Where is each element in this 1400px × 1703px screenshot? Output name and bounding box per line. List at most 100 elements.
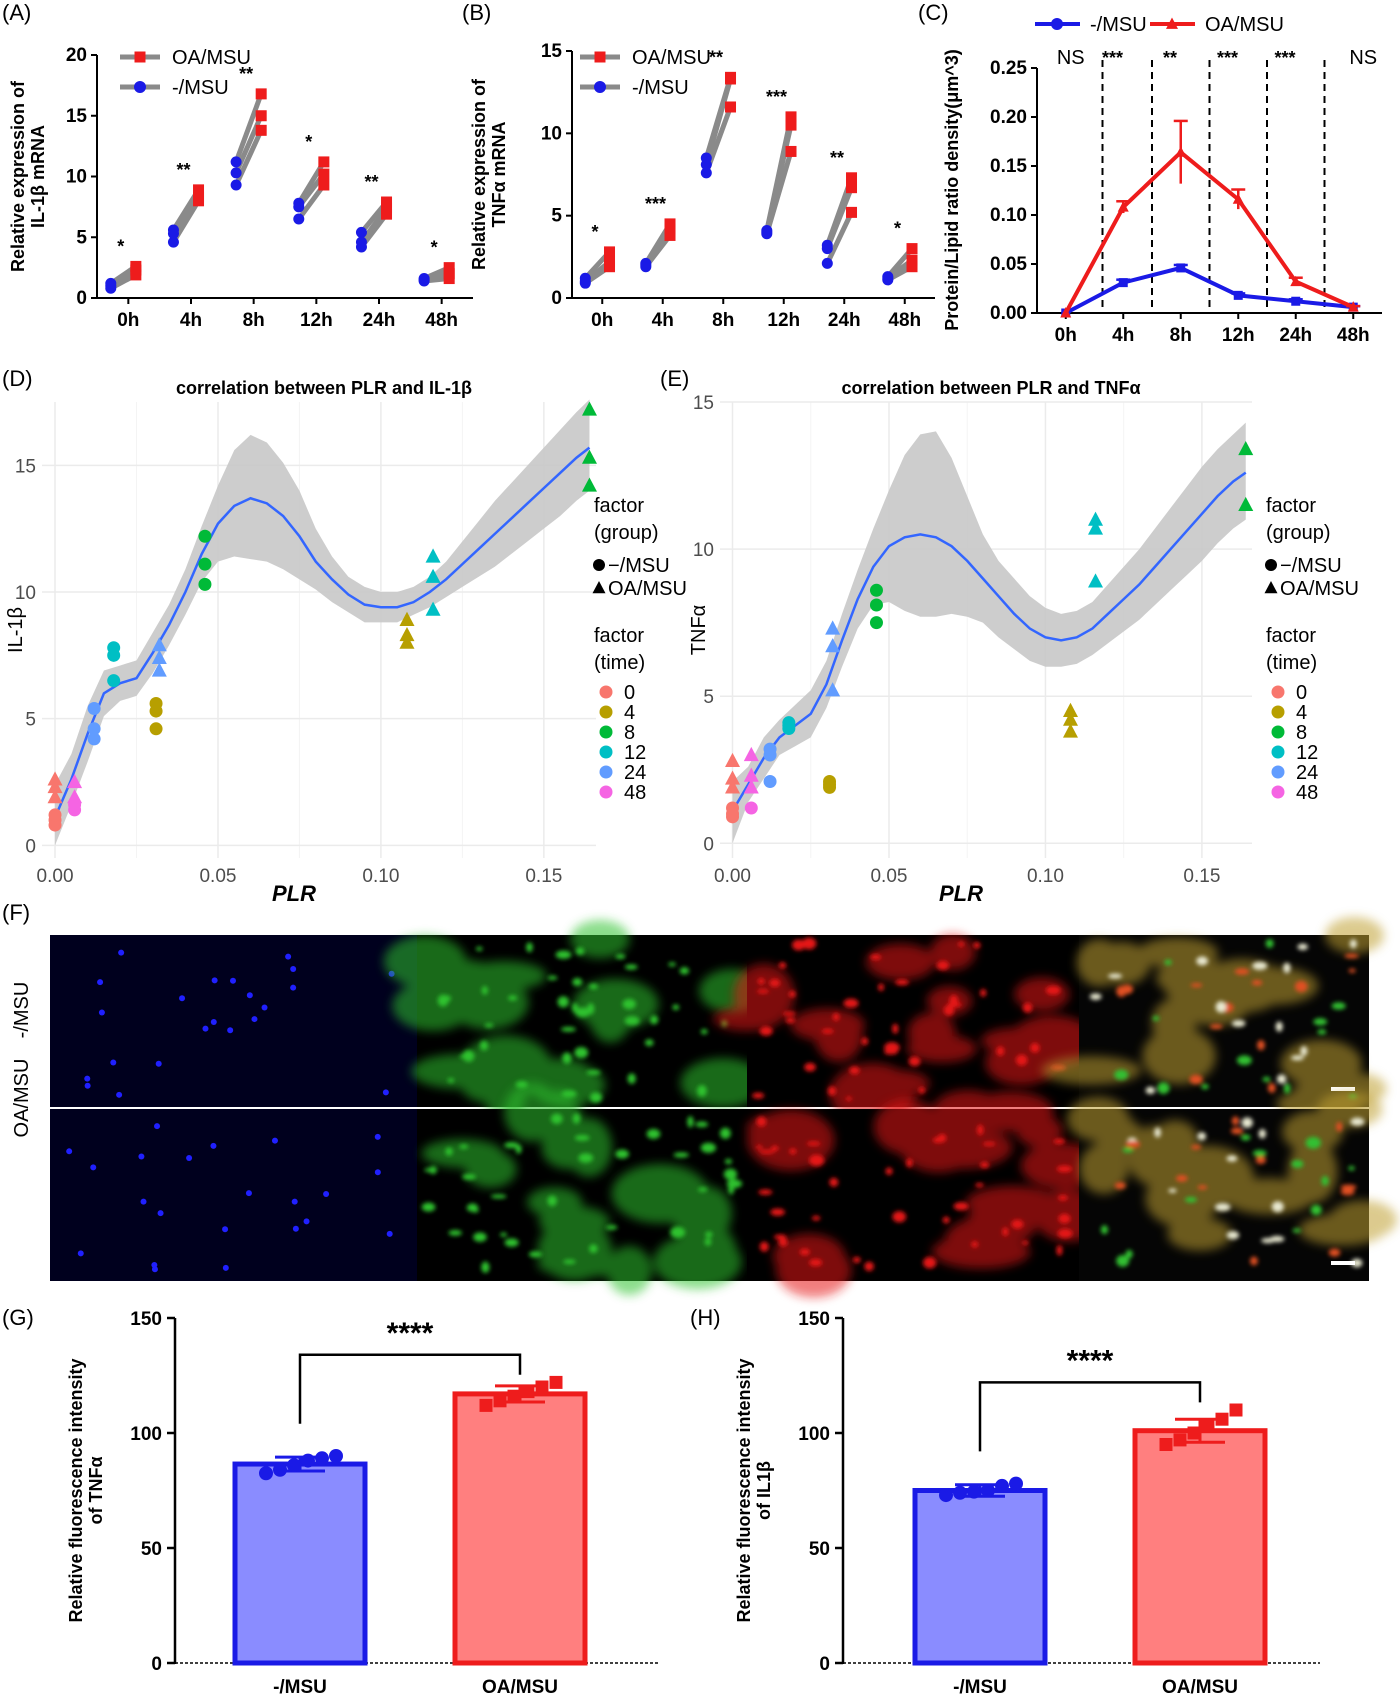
point-msu (107, 641, 121, 655)
cell-signal (1122, 1147, 1134, 1153)
micrograph-grid: -/MSU OA/MSU (11, 917, 1398, 1298)
point-oa (664, 218, 676, 230)
point-oa (255, 88, 267, 100)
nucleus-dot (155, 1060, 162, 1067)
point-oa (67, 789, 83, 804)
tissue-region (713, 1006, 781, 1031)
cell-signal (756, 989, 770, 994)
point-oa (479, 1398, 493, 1412)
y-tick-label: 0 (76, 288, 87, 309)
cell-signal (574, 1046, 589, 1059)
cell-signal (459, 1144, 469, 1149)
cell-signal (821, 1028, 834, 1034)
x-tick-label: 0.00 (714, 866, 751, 887)
point-oa (47, 771, 63, 786)
cell-signal (1108, 973, 1123, 979)
legend-time-marker (1271, 785, 1285, 799)
cell-signal (1276, 1074, 1287, 1084)
cell-signal (462, 1173, 477, 1180)
point-msu (1118, 278, 1128, 288)
legend-label-oa: OA/MSU (172, 47, 251, 69)
point-oa (1347, 301, 1359, 312)
legend-time-label: 24 (1296, 762, 1318, 784)
point-oa (725, 71, 737, 83)
cell-signal (1196, 956, 1209, 966)
significance-label: ** (830, 148, 844, 168)
cell-signal (1022, 1002, 1033, 1013)
x-tick-label: OA/MSU (482, 1677, 558, 1698)
pair-line (703, 76, 733, 159)
significance-label: ** (176, 160, 190, 180)
nucleus-dot (382, 1089, 389, 1096)
point-oa (493, 1394, 507, 1408)
cell-signal (555, 950, 572, 959)
significance-label: **** (1067, 1344, 1114, 1377)
cell-signal (1240, 1134, 1251, 1141)
legend-time-marker (1271, 705, 1285, 719)
point-oa (521, 1385, 535, 1399)
point-oa (743, 767, 759, 782)
scale-bar (1331, 1087, 1355, 1091)
y-tick-label: 5 (703, 687, 714, 708)
cell-signal (1189, 1074, 1203, 1085)
cell-signal (1351, 1258, 1363, 1268)
point-oa (255, 110, 267, 122)
legend-group-title: (group) (594, 522, 658, 544)
cell-signal (1021, 1240, 1029, 1245)
panel-label-e: (E) (660, 366, 689, 391)
nucleus-dot (151, 1266, 158, 1273)
point-msu (995, 1478, 1009, 1493)
point-msu (167, 224, 179, 236)
point-msu (579, 272, 591, 284)
legend-marker-oa (1264, 580, 1278, 594)
y-axis-title: IL-1β (5, 607, 27, 653)
point-msu (821, 239, 833, 251)
cell-signal (1175, 1175, 1188, 1182)
legend-label-msu: -/MSU (632, 77, 689, 99)
cell-signal (605, 1225, 618, 1230)
nucleus-dot (251, 1016, 258, 1023)
tissue-region (1287, 1139, 1338, 1204)
cell-signal (1057, 1228, 1073, 1239)
point-msu (782, 716, 796, 730)
tissue-region (1041, 1056, 1142, 1085)
legend-time-marker (599, 705, 613, 719)
cell-signal (1030, 1042, 1040, 1053)
point-oa (785, 111, 797, 123)
cell-signal (1231, 1116, 1240, 1126)
cell-signal (1191, 1144, 1202, 1150)
micrograph-tile-oamsu-merge (1066, 1091, 1398, 1281)
point-oa (1088, 511, 1104, 526)
point-oa (1173, 1433, 1187, 1447)
point-oa (581, 401, 597, 416)
y-tick-label: 0.00 (990, 303, 1027, 324)
point-msu (761, 224, 773, 236)
significance-label: *** (1217, 48, 1238, 68)
cell-signal (697, 1085, 707, 1097)
y-tick-label: 10 (541, 123, 562, 144)
cell-signal (668, 962, 676, 967)
point-oa (1201, 1419, 1215, 1433)
point-oa (381, 196, 393, 208)
cell-signal (1120, 984, 1134, 995)
cell-signal (560, 1026, 576, 1032)
cell-signal (756, 1145, 763, 1150)
cell-signal (1231, 1020, 1246, 1027)
cell-signal (1058, 1194, 1068, 1201)
cell-signal (801, 937, 817, 950)
point-oa (725, 752, 741, 767)
y-tick-label: 150 (130, 1309, 162, 1330)
nucleus-dot (222, 1264, 229, 1271)
cell-signal (719, 1127, 731, 1139)
cell-signal (953, 1202, 969, 1211)
y-tick-label: 0.20 (990, 107, 1027, 128)
x-tick-label: 0.05 (870, 866, 907, 887)
point-oa (425, 548, 441, 563)
cell-signal (646, 1128, 661, 1140)
cell-signal (789, 1148, 797, 1155)
cell-signal (892, 1211, 907, 1223)
micrograph-tile-oamsu-green (417, 1082, 747, 1296)
cell-signal (679, 967, 690, 975)
significance-label: * (431, 238, 438, 258)
nucleus-dot (118, 949, 125, 956)
